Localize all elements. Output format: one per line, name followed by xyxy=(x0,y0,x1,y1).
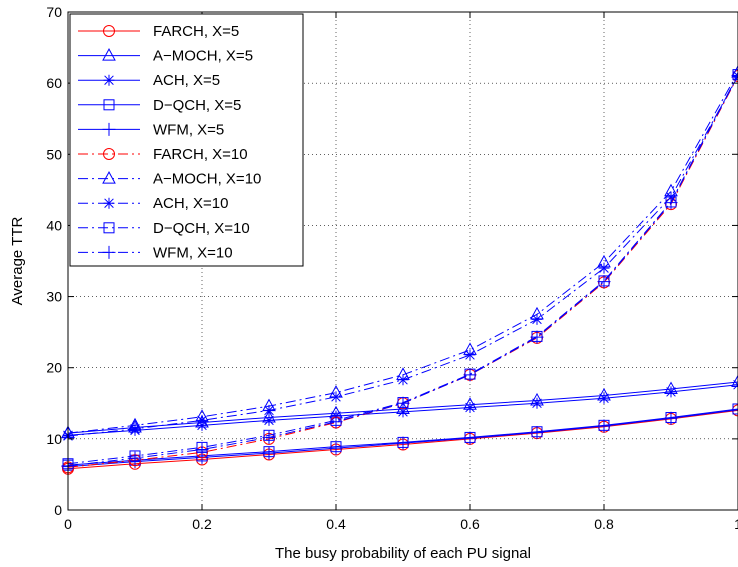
data-point-marker xyxy=(597,275,611,289)
data-point-marker xyxy=(263,414,275,426)
data-point-marker xyxy=(262,446,276,460)
x-tick-label: 1 xyxy=(734,516,738,532)
legend-label: FARCH, X=10 xyxy=(153,146,248,163)
y-tick-label: 30 xyxy=(46,289,62,305)
y-tick-label: 10 xyxy=(46,431,62,447)
data-point-marker xyxy=(463,368,477,382)
legend-marker xyxy=(103,148,115,160)
legend-label: ACH, X=10 xyxy=(153,195,228,212)
data-point-marker xyxy=(464,349,476,361)
data-point-marker xyxy=(128,451,142,465)
legend-marker xyxy=(103,74,115,86)
data-point-marker xyxy=(665,386,677,398)
y-axis-label: Average TTR xyxy=(9,217,26,306)
data-point-marker xyxy=(396,396,410,410)
data-point-marker xyxy=(329,415,343,429)
legend-marker xyxy=(103,25,115,37)
plot-frame xyxy=(67,11,738,511)
data-point-marker xyxy=(598,262,610,274)
data-point-marker xyxy=(262,430,276,444)
data-point-marker xyxy=(731,403,738,417)
data-point-marker xyxy=(732,69,738,81)
data-point-marker xyxy=(731,374,738,387)
legend-marker xyxy=(102,171,116,184)
data-point-marker xyxy=(329,441,343,455)
data-point-marker xyxy=(531,397,543,409)
data-point-marker xyxy=(397,406,409,418)
x-tick-label: 0.2 xyxy=(192,516,212,532)
data-point-marker xyxy=(598,392,610,404)
data-point-marker xyxy=(397,374,409,386)
x-axis-label: The busy probability of each PU signal xyxy=(275,545,531,562)
data-point-marker xyxy=(464,402,476,414)
plot-series xyxy=(61,64,738,475)
data-point-marker xyxy=(263,404,275,416)
data-point-marker xyxy=(129,423,141,435)
data-point-marker xyxy=(597,419,611,433)
data-point-marker xyxy=(463,431,477,445)
y-tick-label: 20 xyxy=(46,360,62,376)
legend-marker xyxy=(103,222,115,234)
legend-marker xyxy=(102,122,116,136)
data-point-marker xyxy=(195,443,209,457)
legend-marker xyxy=(103,197,115,209)
y-tick-label: 70 xyxy=(46,4,62,20)
y-tick-label: 0 xyxy=(54,502,62,518)
legend-label: A−MOCH, X=5 xyxy=(153,48,253,65)
data-point-marker xyxy=(664,196,678,210)
data-point-marker xyxy=(531,313,543,325)
x-tick-label: 0.4 xyxy=(326,516,346,532)
legend-label: D−QCH, X=10 xyxy=(153,220,250,237)
data-point-marker xyxy=(530,425,544,439)
legend-label: ACH, X=5 xyxy=(153,72,220,89)
data-point-marker xyxy=(732,403,738,415)
data-point-marker xyxy=(330,391,342,403)
data-point-marker xyxy=(196,414,208,426)
x-tick-label: 0.6 xyxy=(460,516,480,532)
series-group xyxy=(61,68,738,473)
data-point-marker xyxy=(396,436,410,450)
y-tick-label: 60 xyxy=(46,75,62,91)
y-tick-label: 40 xyxy=(46,217,62,233)
legend-label: WFM, X=5 xyxy=(153,121,224,138)
x-tick-label: 0.8 xyxy=(594,516,614,532)
legend-label: WFM, X=10 xyxy=(153,244,233,261)
y-tick-label: 50 xyxy=(46,146,62,162)
axis-ticks: 00.20.40.60.81010203040506070 xyxy=(46,4,738,532)
x-tick-label: 0 xyxy=(64,516,72,532)
data-point-marker xyxy=(530,330,544,344)
data-point-marker xyxy=(731,68,738,82)
legend-marker xyxy=(102,245,116,259)
legend-label: A−MOCH, X=10 xyxy=(153,171,261,188)
legend-marker xyxy=(103,99,115,111)
data-point-marker xyxy=(664,411,678,425)
legend-label: FARCH, X=5 xyxy=(153,23,239,40)
legend-label: D−QCH, X=5 xyxy=(153,97,241,114)
legend: FARCH, X=5 A−MOCH, X=5 ACH, X=5 D−QCH, X=5 W… xyxy=(69,13,304,267)
data-point-marker xyxy=(731,64,738,78)
legend-marker xyxy=(102,48,116,61)
